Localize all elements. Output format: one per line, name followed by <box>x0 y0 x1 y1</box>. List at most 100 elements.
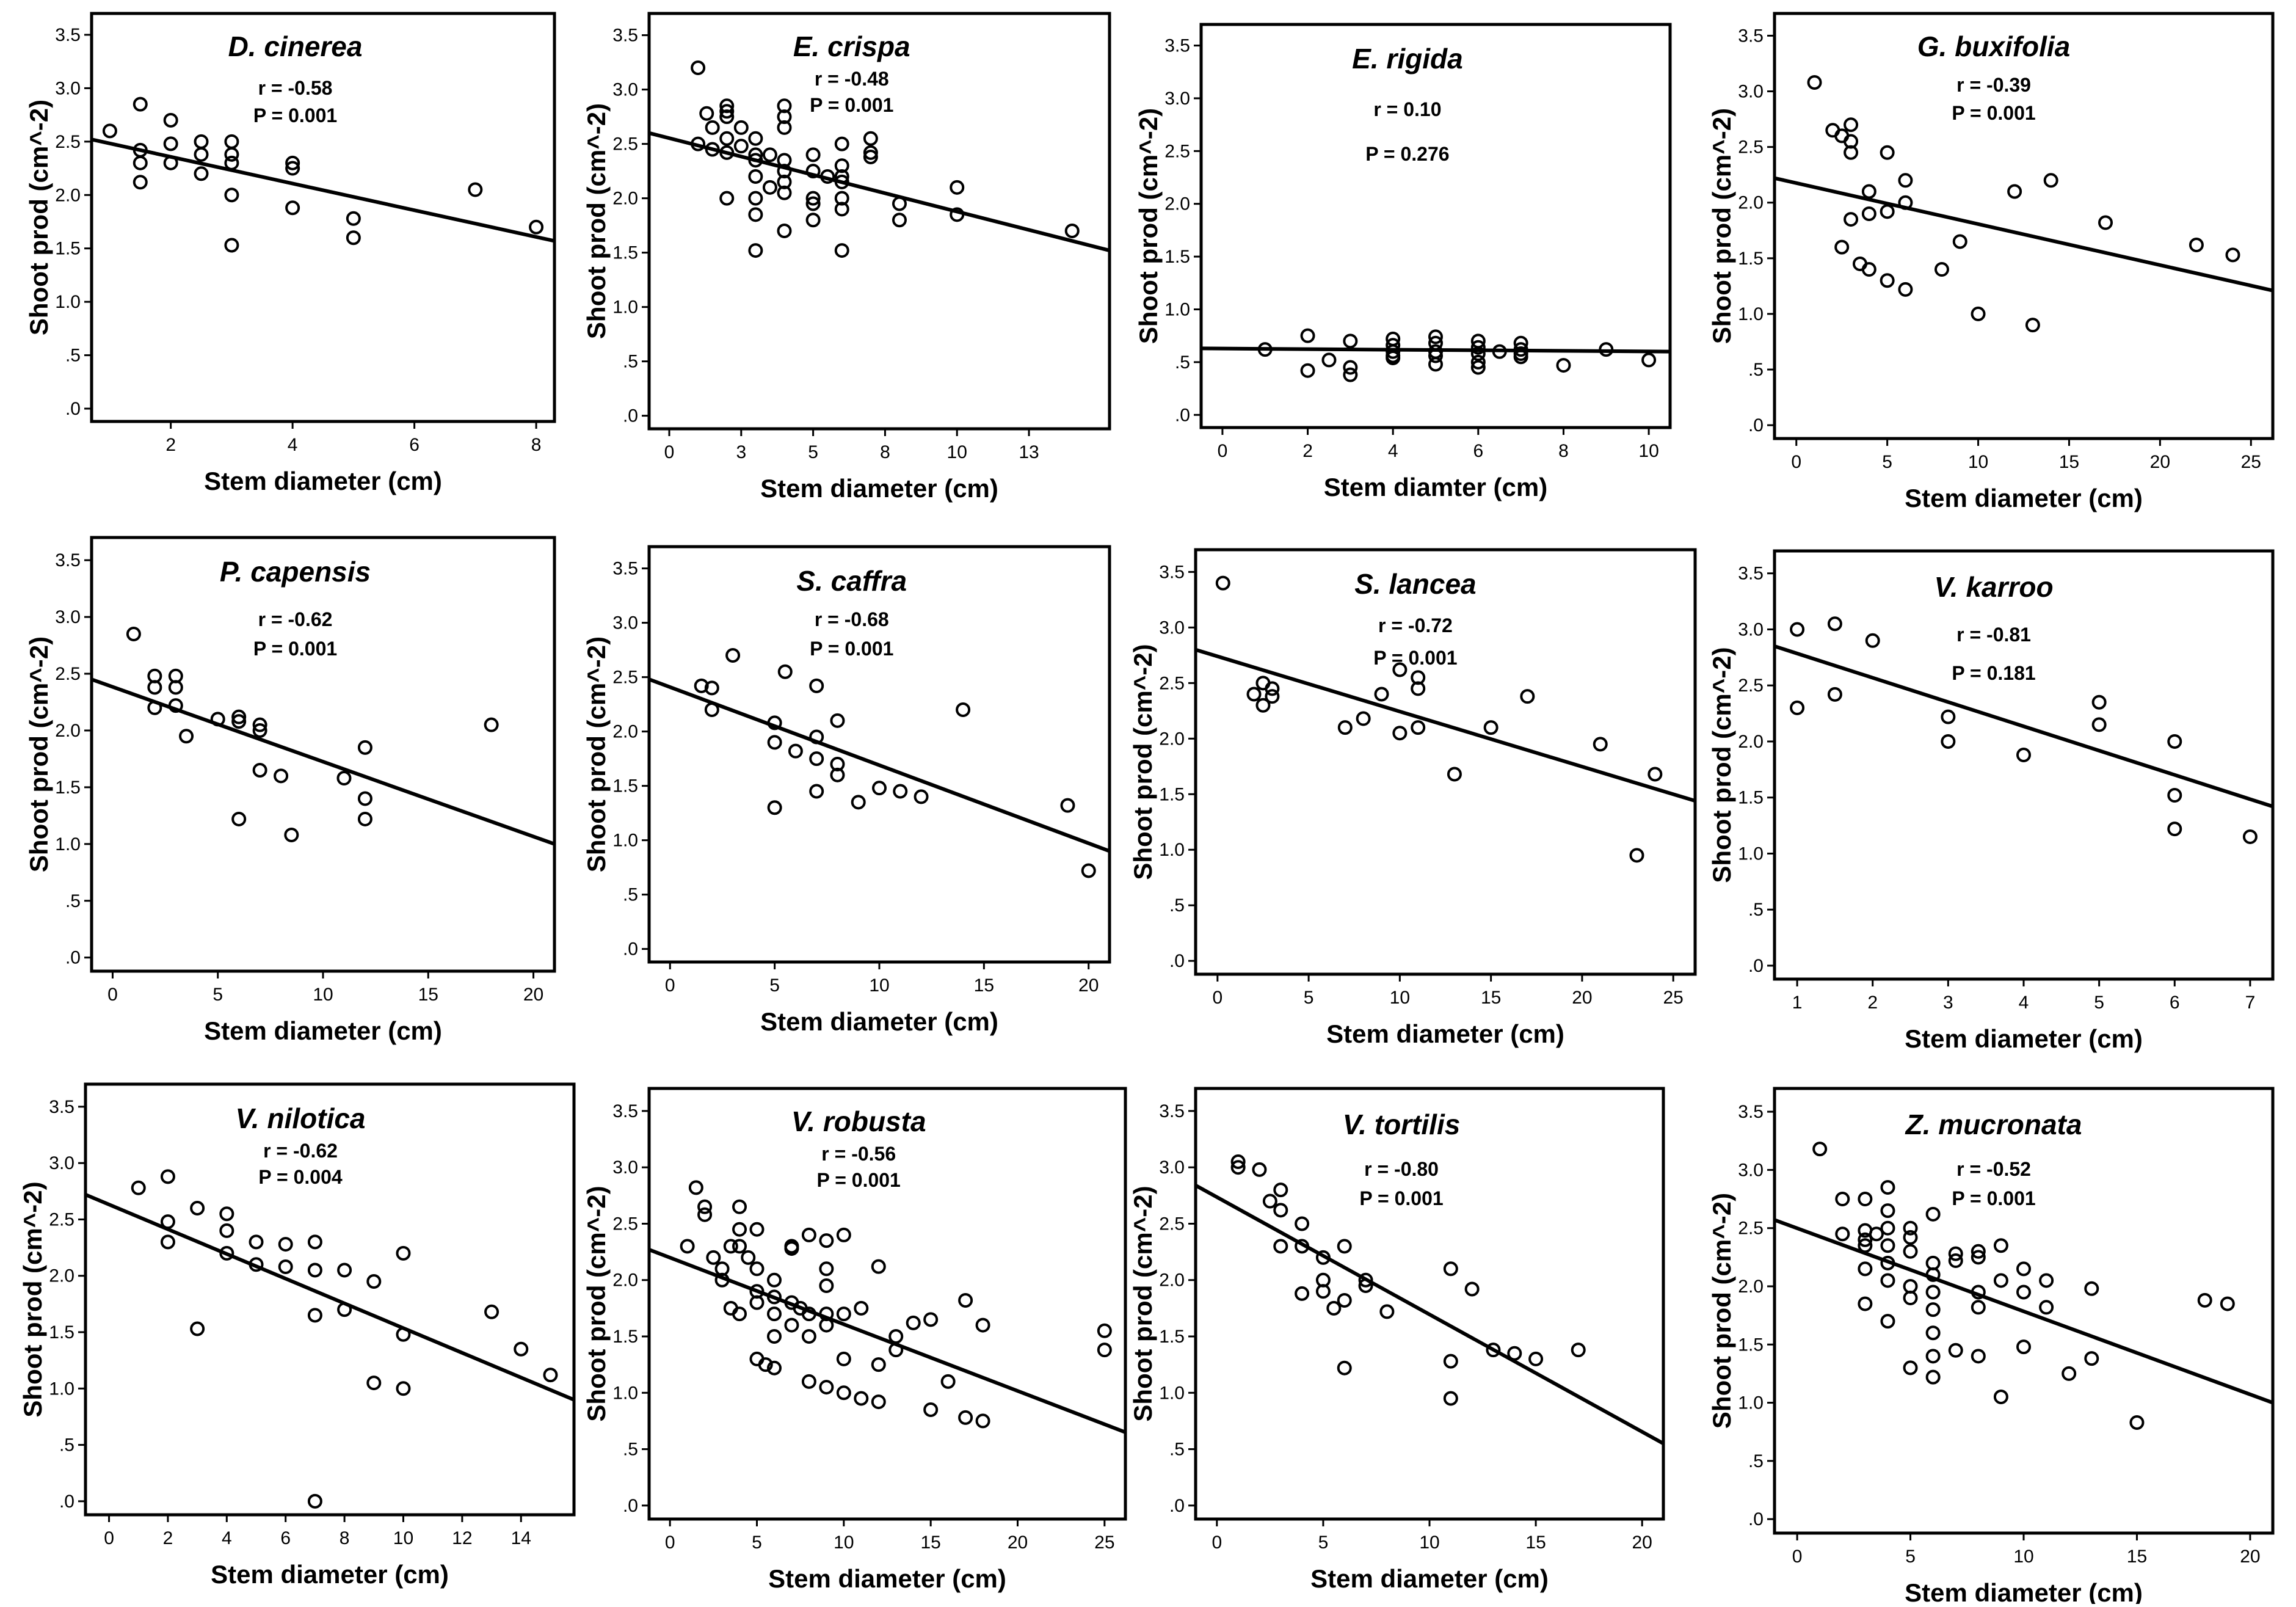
data-point <box>224 188 239 203</box>
data-point <box>836 1351 851 1366</box>
x-tick-label: 15 <box>2059 452 2079 472</box>
y-tick-label: .5 <box>59 1435 74 1456</box>
y-tick-label: 1.0 <box>612 1383 638 1403</box>
data-point <box>1315 1284 1331 1299</box>
data-point <box>805 164 821 179</box>
data-point <box>336 771 352 786</box>
y-tick-label: 3.5 <box>55 550 81 570</box>
x-tick-label: 5 <box>1882 452 1892 472</box>
data-point <box>1948 1253 1963 1269</box>
y-tick-label: 3.5 <box>612 559 638 579</box>
x-tick-label: 2 <box>1302 441 1313 461</box>
scatter-panel: .0 .5 1.0 1.5 2.0 2.5 3.0 3.5 0 2 4 6 8 10 12 14 V. nilo… <box>18 1082 576 1589</box>
data-point <box>1858 1296 1873 1311</box>
x-tick-label: 25 <box>1663 988 1683 1008</box>
y-tick-label: 3.0 <box>612 1157 638 1178</box>
data-point <box>1827 616 1842 632</box>
data-point <box>732 1222 747 1237</box>
y-tick-label: .0 <box>1169 951 1185 971</box>
data-point <box>1858 1238 1873 1253</box>
data-point <box>777 109 792 125</box>
y-tick-label: .0 <box>623 939 638 960</box>
y-tick-label: 3.5 <box>612 1101 638 1121</box>
data-point <box>1790 622 1805 637</box>
data-point <box>1081 863 1096 878</box>
data-point <box>1321 352 1337 368</box>
data-point <box>1858 1261 1873 1277</box>
data-point <box>691 136 706 151</box>
data-point <box>801 1227 816 1242</box>
y-tick-label: .5 <box>65 346 81 366</box>
data-point <box>723 1239 738 1254</box>
data-point <box>2167 788 2182 803</box>
data-point <box>888 1343 904 1358</box>
y-tick-label: 2.5 <box>1164 141 1190 161</box>
scatter-panel: .0 .5 1.0 1.5 2.0 2.5 3.0 3.5 0 5 10 15 20 Z. mucrona… <box>1707 1087 2275 1607</box>
x-tick-label: 3 <box>736 442 746 462</box>
x-tick-label: 2 <box>1867 993 1878 1013</box>
data-point <box>830 757 845 772</box>
x-tick-label: 0 <box>665 1532 675 1553</box>
data-point <box>1880 1314 1895 1329</box>
x-axis-label: Stem diameter (cm) <box>768 1564 1006 1593</box>
scatter-panel: .0 .5 1.0 1.5 2.0 2.5 3.0 3.5 0 5 10 15 20 S. caffra r… <box>582 545 1111 1036</box>
x-tick-label: 10 <box>1390 988 1410 1008</box>
data-point <box>834 243 849 258</box>
y-tick-label: .0 <box>59 1492 74 1512</box>
y-tick-label: 2.0 <box>1738 193 1764 213</box>
regression-line <box>1774 644 2273 809</box>
scatter-panel: .0 .5 1.0 1.5 2.0 2.5 3.0 3.5 1 2 3 4 5 6 7 V. karroo r … <box>1707 549 2275 1053</box>
data-point <box>1925 1267 1941 1282</box>
x-tick-label: 20 <box>1632 1532 1652 1553</box>
data-point <box>252 723 267 738</box>
y-tick-label: 2.5 <box>612 134 638 155</box>
data-point <box>307 1234 322 1250</box>
y-tick-label: 1.5 <box>1159 1327 1185 1347</box>
data-point <box>1392 662 1408 677</box>
data-point <box>819 1380 834 1395</box>
data-point <box>163 112 178 128</box>
data-point <box>2039 1300 2054 1315</box>
p-value: P = 0.004 <box>258 1166 343 1188</box>
data-point <box>950 207 965 222</box>
data-point <box>958 1292 973 1308</box>
regression-line <box>648 677 1111 853</box>
y-axis-label: Shoot prod (cm^-2) <box>582 636 611 872</box>
x-axis-label: Stem diameter (cm) <box>760 474 998 503</box>
data-point <box>2016 1261 2031 1277</box>
data-point <box>1903 1360 1918 1376</box>
x-tick-label: 10 <box>947 442 967 462</box>
data-point <box>1520 689 1535 704</box>
data-point <box>1528 1351 1544 1366</box>
data-point <box>396 1327 411 1342</box>
data-point <box>923 1312 939 1327</box>
data-point <box>357 740 372 755</box>
data-point <box>830 767 845 782</box>
x-tick-label: 5 <box>1318 1532 1329 1553</box>
data-point <box>284 827 299 842</box>
data-point <box>1880 1273 1895 1288</box>
data-point <box>1993 1390 2008 1405</box>
p-value: P = 0.001 <box>253 104 337 126</box>
data-point <box>1898 195 1913 210</box>
x-tick-label: 0 <box>1792 1547 1803 1567</box>
r-value: r = -0.80 <box>1364 1158 1439 1180</box>
data-point <box>2025 318 2040 333</box>
data-point <box>2007 184 2022 199</box>
r-value: r = -0.68 <box>815 608 889 630</box>
scatter-panel: .0 .5 1.0 1.5 2.0 2.5 3.0 3.5 0 2 4 6 8 10 E. rigida r … <box>1134 23 1672 501</box>
y-tick-label: 1.5 <box>49 1322 74 1343</box>
plot-frame <box>84 1082 576 1517</box>
data-point <box>1265 689 1280 704</box>
x-tick-label: 4 <box>288 435 298 455</box>
data-point <box>357 791 372 806</box>
data-point <box>514 1341 529 1357</box>
x-tick-label: 8 <box>531 435 542 455</box>
data-point <box>809 751 824 767</box>
data-point <box>1513 342 1528 357</box>
data-point <box>1861 262 1876 277</box>
data-point <box>699 106 714 121</box>
data-point <box>863 131 878 146</box>
data-point <box>278 1237 293 1252</box>
data-point <box>307 1263 322 1278</box>
